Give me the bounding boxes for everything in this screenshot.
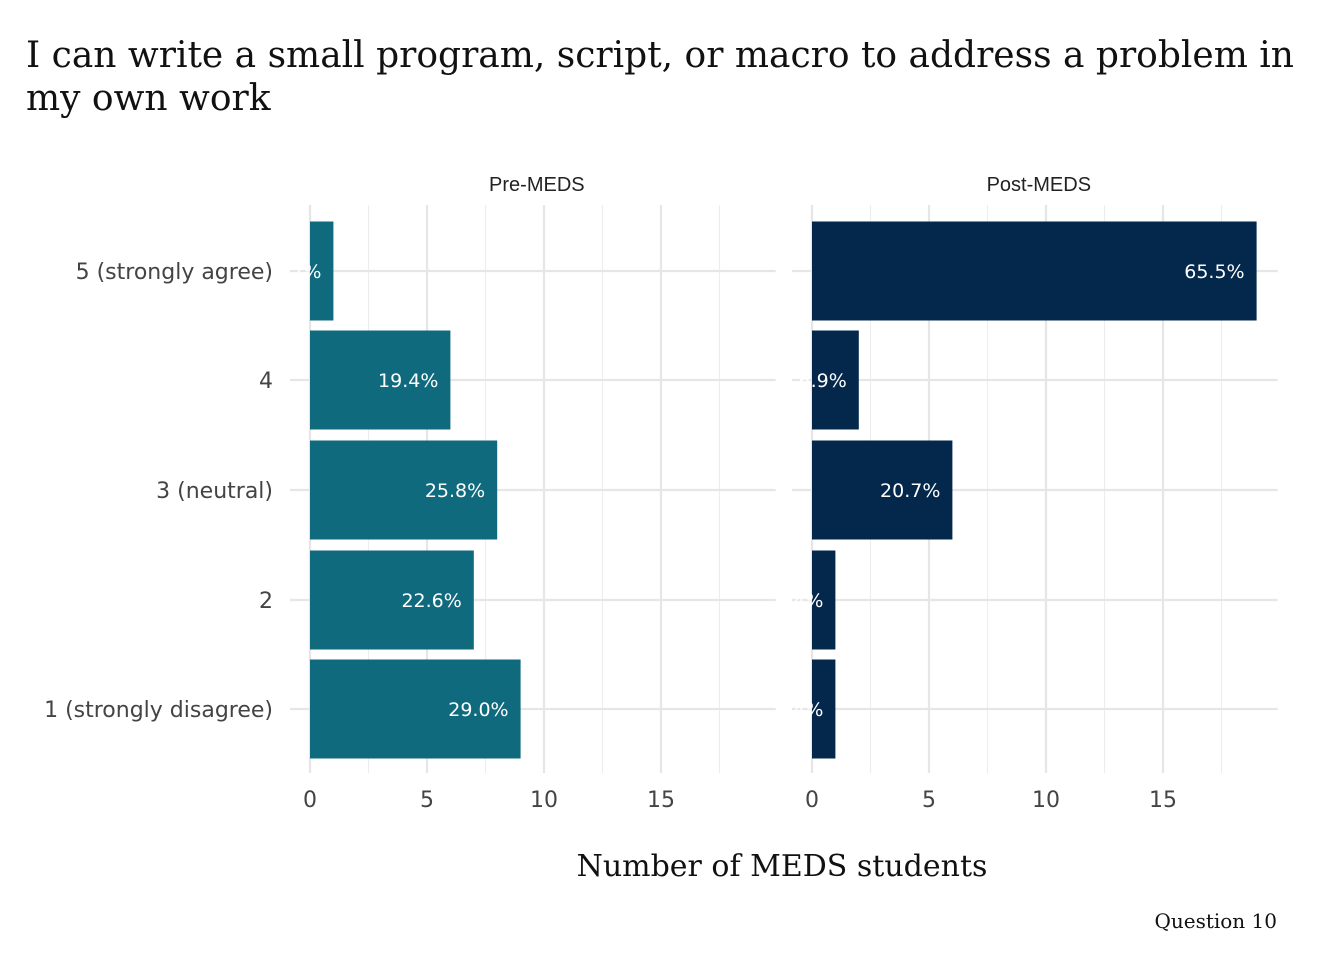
y-tick-label: 2 — [259, 589, 273, 614]
x-tick-label: 5 — [420, 788, 434, 813]
facet-strip-label: Pre-MEDS — [489, 174, 585, 196]
facet-strip-label: Post-MEDS — [987, 174, 1091, 196]
x-tick-label: 5 — [922, 788, 936, 813]
x-tick-label: 15 — [647, 788, 675, 813]
bar-data-label: 25.8% — [425, 480, 485, 502]
bar — [812, 330, 859, 430]
bar — [812, 440, 953, 540]
bar-data-label: 3.2% — [273, 261, 321, 283]
bar-data-label: 19.4% — [378, 370, 438, 392]
bar — [310, 330, 451, 430]
bar — [310, 440, 498, 540]
bar — [310, 221, 334, 321]
x-tick-label: 0 — [303, 788, 317, 813]
bar-data-label: 6.9% — [799, 370, 847, 392]
y-tick-label: 3 (neutral) — [156, 479, 273, 504]
chart-caption: Question 10 — [1154, 909, 1277, 933]
y-tick-label: 5 (strongly agree) — [76, 260, 273, 285]
x-tick-label: 10 — [1032, 788, 1060, 813]
bar-data-label: 3.4% — [775, 590, 823, 612]
bar-data-label: 3.4% — [775, 699, 823, 721]
bar — [310, 550, 474, 650]
x-tick-label: 10 — [530, 788, 558, 813]
x-axis-title: Number of MEDS students — [577, 849, 988, 884]
y-tick-label: 1 (strongly disagree) — [44, 698, 273, 723]
x-tick-label: 0 — [805, 788, 819, 813]
x-tick-label: 15 — [1149, 788, 1177, 813]
bar — [812, 550, 836, 650]
chart-title: I can write a small program, script, or … — [26, 35, 1294, 119]
y-tick-label: 4 — [259, 369, 273, 394]
bar-data-label: 65.5% — [1184, 261, 1244, 283]
bar-data-label: 22.6% — [401, 590, 461, 612]
bar — [812, 221, 1257, 321]
bar — [812, 659, 836, 759]
bar-data-label: 29.0% — [448, 699, 508, 721]
bar-data-label: 20.7% — [880, 480, 940, 502]
bar — [310, 659, 521, 759]
